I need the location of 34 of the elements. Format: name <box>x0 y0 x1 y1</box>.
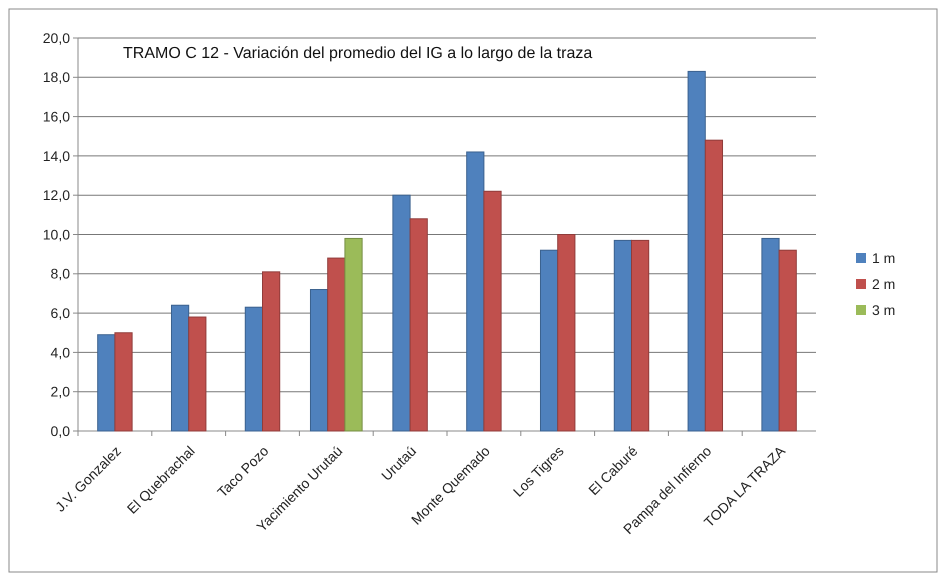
bar <box>704 140 724 432</box>
bar <box>392 194 411 432</box>
y-tick-label: 6,0 <box>50 305 70 321</box>
bar <box>262 271 280 432</box>
legend-label: 3 m <box>872 302 896 318</box>
y-tick-label: 10,0 <box>42 226 70 242</box>
bar <box>761 238 780 432</box>
y-tick-label: 8,0 <box>50 266 70 282</box>
bar <box>778 250 797 432</box>
bar <box>614 240 632 432</box>
y-tick-label: 18,0 <box>42 69 70 86</box>
bar <box>483 190 502 432</box>
bar <box>631 240 650 432</box>
chart-title: TRAMO C 12 - Variación del promedio del IG a lo largo de la traza <box>123 45 592 62</box>
bar <box>466 151 484 432</box>
bar <box>344 238 363 432</box>
legend-label: 1 m <box>872 250 896 266</box>
y-tick-label: 14,0 <box>42 148 70 164</box>
bar <box>170 304 190 432</box>
y-tick-label: 16,0 <box>42 108 70 124</box>
bar <box>688 70 706 432</box>
y-tick-label: 2,0 <box>50 384 70 400</box>
y-tick-label: 4,0 <box>50 344 70 360</box>
legend-label: 2 m <box>872 276 896 292</box>
bar <box>188 316 206 432</box>
bar <box>97 334 116 432</box>
y-tick-label: 20,0 <box>42 30 70 46</box>
bar <box>244 306 263 432</box>
y-tick-label: 12,0 <box>42 187 70 204</box>
bar <box>410 218 428 432</box>
bar <box>540 250 558 432</box>
y-tick-label: 0,0 <box>50 422 70 439</box>
bar <box>114 332 133 432</box>
bar <box>557 234 576 432</box>
